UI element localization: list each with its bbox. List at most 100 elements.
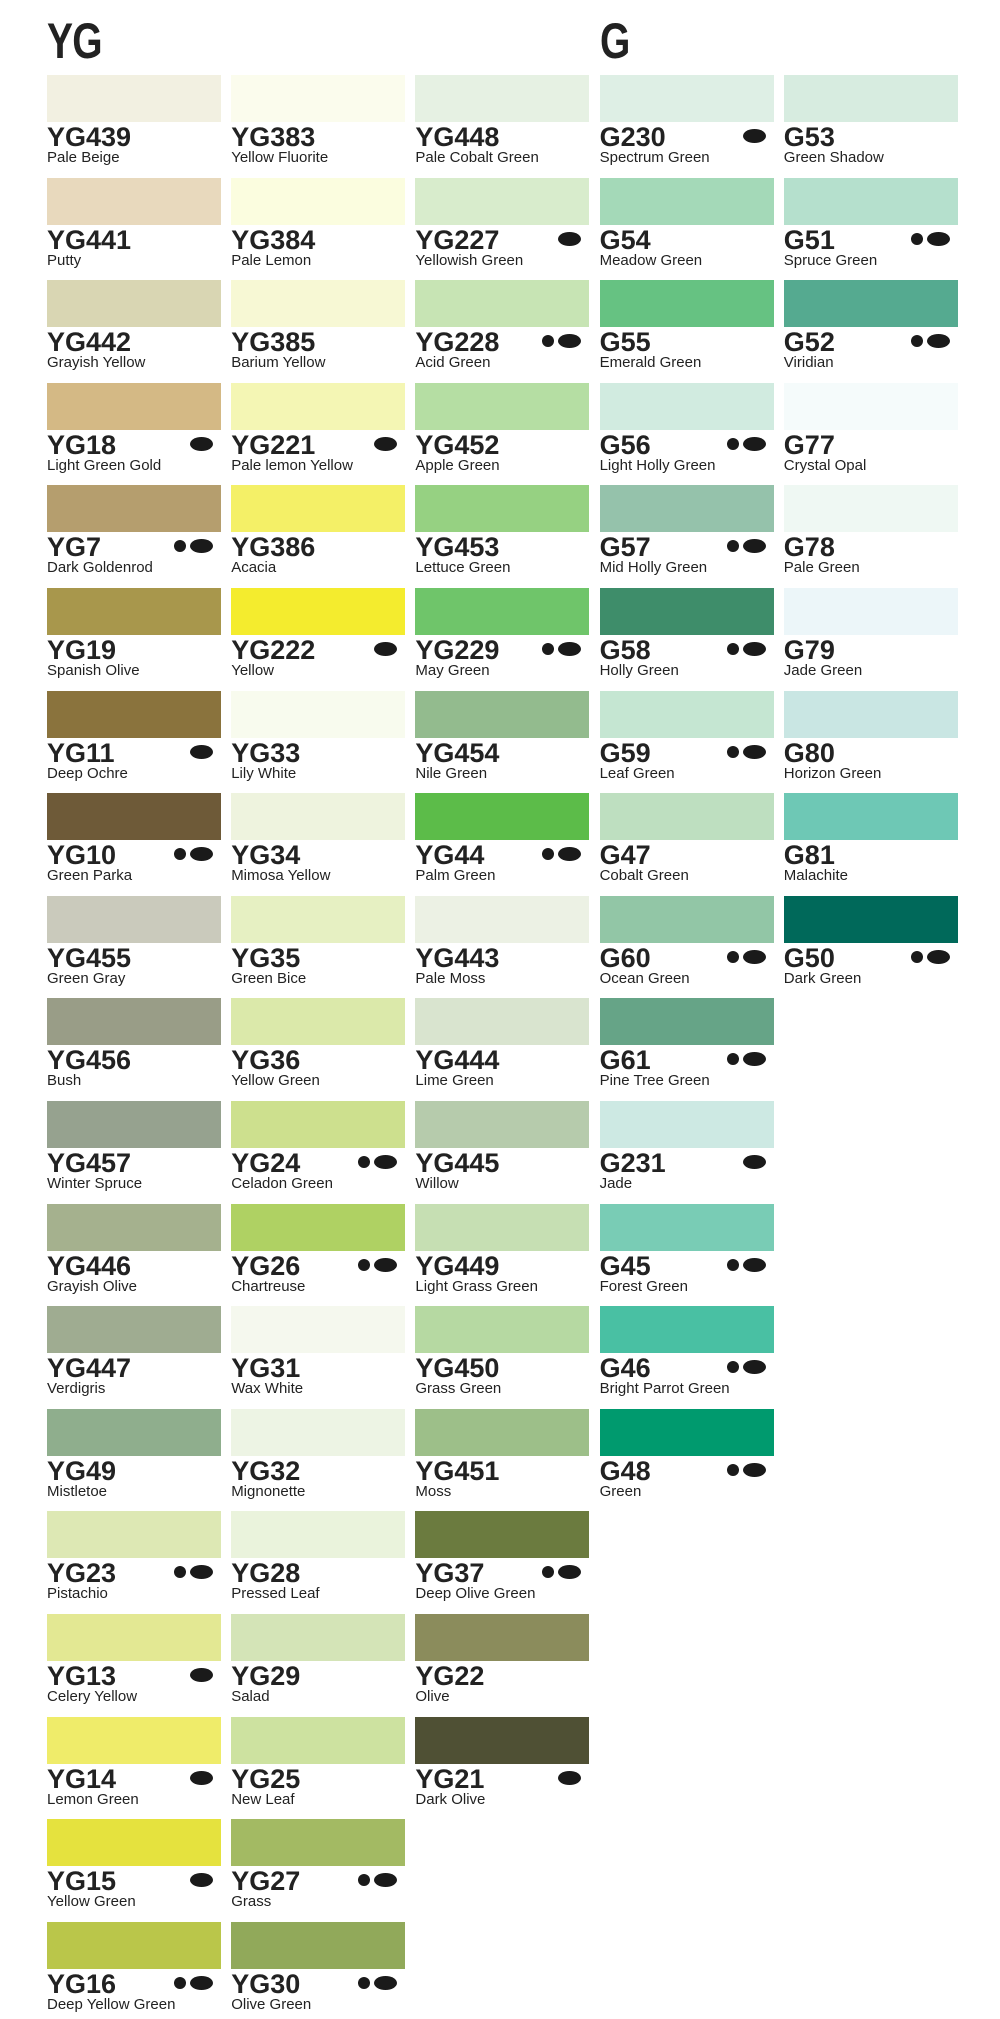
color-swatch bbox=[47, 75, 221, 122]
color-swatch bbox=[231, 998, 406, 1046]
swatch-name: Willow bbox=[415, 1175, 459, 1192]
color-swatch bbox=[231, 793, 406, 841]
color-swatch bbox=[47, 177, 221, 225]
nib-oval bbox=[374, 1257, 398, 1272]
swatch-name: Lettuce Green bbox=[415, 559, 511, 577]
swatch-code: G48 bbox=[599, 1455, 651, 1486]
swatch-code: G81 bbox=[783, 840, 835, 871]
swatch-name: Lime Green bbox=[415, 1072, 494, 1090]
nib-oval bbox=[558, 231, 582, 246]
swatch-code: YG32 bbox=[231, 1455, 301, 1486]
nib-oval bbox=[190, 539, 213, 554]
nib-oval bbox=[742, 1257, 766, 1272]
swatch-code: YG27 bbox=[231, 1866, 301, 1897]
nib-round bbox=[910, 950, 923, 963]
swatch-name: Holly Green bbox=[599, 662, 679, 679]
swatch-name: Salad bbox=[231, 1688, 270, 1705]
swatch-code: G51 bbox=[783, 224, 835, 255]
swatch-name: Dark Goldenrod bbox=[47, 559, 153, 577]
swatch-name: Grass bbox=[231, 1893, 272, 1911]
nib-oval bbox=[190, 1668, 213, 1682]
swatch-code: YG10 bbox=[47, 840, 117, 871]
swatch-name: Light Holly Green bbox=[599, 456, 716, 474]
nib-oval bbox=[742, 1360, 766, 1375]
color-swatch bbox=[415, 793, 590, 841]
swatch-name: Dark Green bbox=[783, 969, 862, 987]
swatch-code: YG37 bbox=[415, 1558, 485, 1589]
swatch-code: G61 bbox=[599, 1045, 651, 1076]
swatch-code: YG384 bbox=[231, 224, 316, 255]
swatch-name: Acid Green bbox=[415, 354, 491, 372]
color-swatch bbox=[415, 1614, 590, 1661]
swatch-code: YG227 bbox=[415, 224, 500, 255]
swatch-name: Lemon Green bbox=[47, 1790, 139, 1808]
color-swatch bbox=[599, 895, 774, 943]
nib-oval bbox=[558, 334, 582, 349]
color-swatch bbox=[783, 75, 958, 122]
swatch-code: G57 bbox=[599, 532, 651, 563]
color-swatch bbox=[231, 1101, 406, 1148]
swatch-code: YG24 bbox=[231, 1148, 301, 1178]
swatch-code: G58 bbox=[599, 635, 651, 665]
color-swatch bbox=[599, 998, 774, 1046]
color-swatch bbox=[415, 895, 590, 943]
nib-round bbox=[726, 1258, 739, 1271]
swatch-name: Olive bbox=[415, 1688, 450, 1705]
swatch-name: Celadon Green bbox=[231, 1175, 333, 1192]
swatch-code: YG448 bbox=[415, 122, 500, 152]
color-swatch bbox=[47, 1203, 221, 1251]
nib-oval bbox=[742, 1462, 766, 1477]
nib-oval bbox=[926, 949, 950, 964]
swatch-name: Mid Holly Green bbox=[599, 559, 708, 577]
swatch-code: YG383 bbox=[231, 122, 316, 152]
swatch-name: Yellow Green bbox=[231, 1072, 320, 1090]
nib-round bbox=[358, 1976, 371, 1989]
swatch-code: G46 bbox=[599, 1353, 651, 1384]
nib-oval bbox=[190, 744, 213, 759]
color-swatch bbox=[231, 280, 406, 328]
color-swatch bbox=[599, 485, 774, 533]
swatch-name: Grass Green bbox=[415, 1380, 502, 1398]
swatch-name: Barium Yellow bbox=[231, 354, 326, 372]
swatch-code: YG443 bbox=[415, 942, 500, 973]
color-swatch bbox=[415, 998, 590, 1046]
swatch-name: Mistletoe bbox=[47, 1482, 108, 1500]
color-swatch bbox=[783, 382, 958, 430]
swatch-code: YG18 bbox=[47, 429, 117, 460]
swatch-code: G45 bbox=[599, 1250, 651, 1281]
swatch-name: Celery Yellow bbox=[47, 1688, 138, 1705]
swatch-name: Emerald Green bbox=[599, 354, 702, 372]
swatch-name: Wax White bbox=[231, 1380, 304, 1398]
nib-round bbox=[358, 1156, 371, 1168]
nib-oval bbox=[374, 642, 398, 656]
color-swatch bbox=[415, 1716, 590, 1764]
swatch-name: Olive Green bbox=[231, 1995, 312, 2013]
swatch-code: YG15 bbox=[47, 1866, 117, 1897]
swatch-name: Lily White bbox=[231, 764, 297, 782]
swatch-name: Horizon Green bbox=[783, 764, 882, 782]
color-swatch bbox=[415, 1101, 590, 1148]
swatch-name: Forest Green bbox=[599, 1277, 688, 1295]
swatch-code: G50 bbox=[783, 942, 835, 973]
color-swatch bbox=[783, 280, 958, 328]
color-swatch bbox=[415, 177, 590, 225]
color-swatch bbox=[231, 690, 406, 738]
swatch-name: Yellowish Green bbox=[415, 251, 524, 269]
swatch-name: Nile Green bbox=[415, 764, 488, 782]
swatch-code: YG26 bbox=[231, 1250, 301, 1281]
swatch-name: Meadow Green bbox=[599, 251, 703, 269]
nib-round bbox=[726, 643, 739, 655]
swatch-code: YG454 bbox=[415, 737, 500, 768]
swatch-code: G47 bbox=[599, 840, 651, 871]
swatch-code: YG228 bbox=[415, 327, 500, 358]
swatch-code: YG444 bbox=[415, 1045, 500, 1076]
color-swatch bbox=[47, 1614, 221, 1661]
nib-oval bbox=[926, 334, 950, 349]
color-swatch bbox=[599, 793, 774, 841]
color-swatch bbox=[47, 690, 221, 738]
nib-oval bbox=[374, 1873, 398, 1888]
color-swatch bbox=[599, 177, 774, 225]
color-swatch bbox=[783, 895, 958, 943]
color-swatch bbox=[231, 1306, 406, 1354]
nib-oval bbox=[742, 642, 766, 656]
